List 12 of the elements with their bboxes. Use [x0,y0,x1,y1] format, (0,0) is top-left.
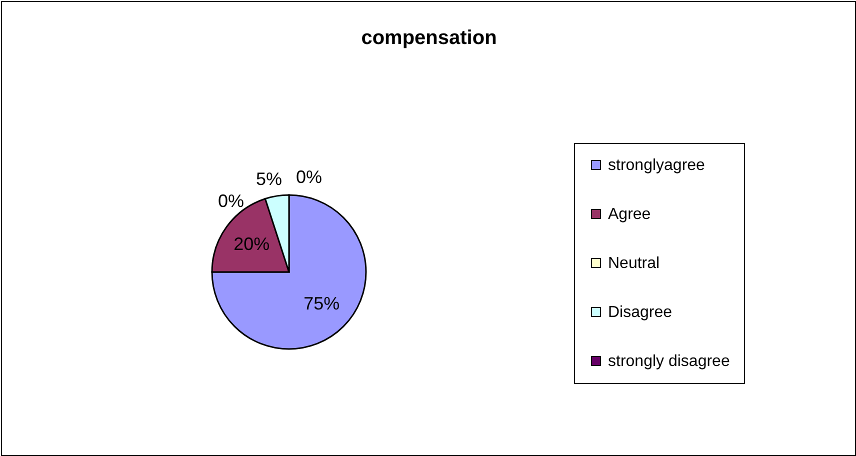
legend-label: stronglyagree [608,157,706,174]
data-label: 5% [256,169,282,189]
text: 0% [218,191,244,211]
pie-slice [211,194,367,350]
legend-label: strongly disagree [608,353,730,370]
data-label: 20% [234,234,270,254]
legend-label: Disagree [608,304,672,321]
legend-label: Agree [608,206,651,223]
text: 0% [296,167,322,187]
data-label: 75% [304,294,340,314]
chart-title: compensation [361,27,497,49]
legend-label: Neutral [608,255,660,272]
